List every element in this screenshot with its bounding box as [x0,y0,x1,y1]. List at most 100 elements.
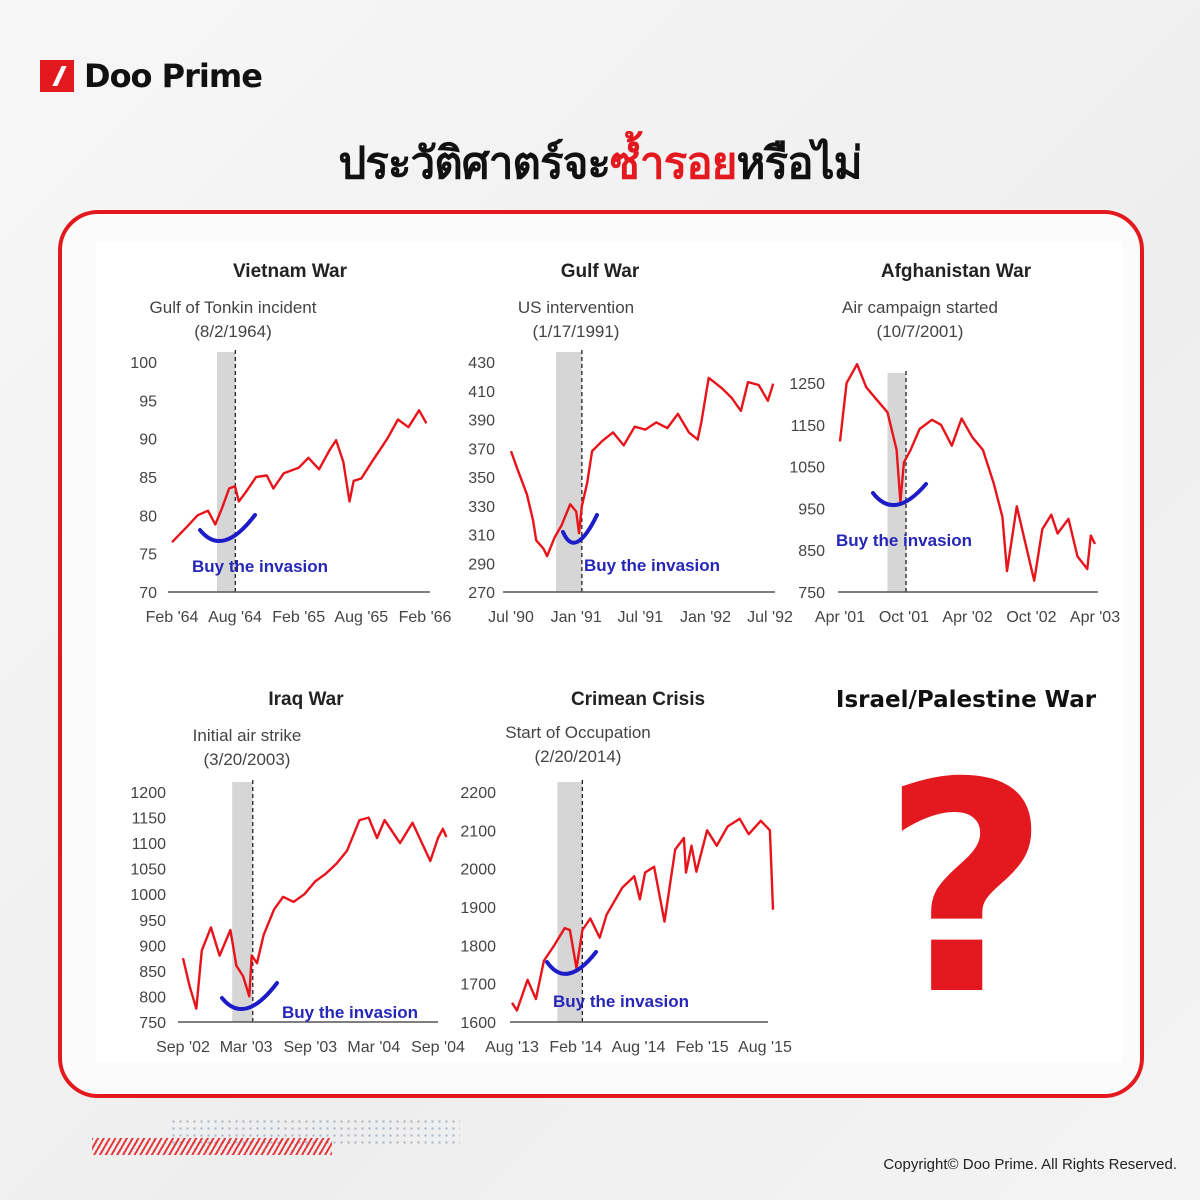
x-tick-label: Feb '14 [549,1039,602,1056]
page-title: ประวัติศาตร์จะซ้ำรอยหรือไม่ [0,128,1200,198]
y-tick-label: 85 [139,470,157,487]
x-tick-label: Aug '14 [612,1039,666,1056]
y-tick-label: 75 [139,547,157,564]
chart-title: Gulf War [561,261,640,282]
y-tick-label: 1150 [791,418,826,435]
y-tick-label: 2000 [460,862,496,879]
y-tick-label: 1100 [132,836,167,853]
chart-4: Crimean Crisis Start of Occupation (2/20/2… [460,689,792,1056]
x-tick-label: Apr '01 [815,609,865,626]
x-tick-label: Feb '65 [272,609,325,626]
x-tick-label: Aug '13 [485,1039,539,1056]
event-label: Gulf of Tonkin incident [150,298,317,317]
x-tick-label: Mar '03 [220,1039,273,1056]
buy-dip-arc-icon [561,513,599,545]
x-tick-label: Feb '64 [146,609,199,626]
y-tick-label: 2200 [460,785,496,802]
y-tick-label: 370 [468,441,495,458]
event-band [216,352,236,592]
y-tick-label: 850 [798,543,825,560]
x-tick-label: Jul '92 [747,609,793,626]
x-tick-label: Oct '01 [879,609,929,626]
buy-the-invasion-label: Buy the invasion [192,557,328,576]
placeholder-title: Israel/Palestine War [836,687,1097,713]
y-tick-label: 850 [139,964,166,981]
x-tick-label: Sep '02 [156,1039,210,1056]
x-tick-label: Sep '04 [411,1039,465,1056]
question-mark-icon: ? [882,722,1050,1059]
chart-1: Gulf War US intervention (1/17/1991) 430 410… [468,261,793,626]
chart-3: Iraq War Initial air strike (3/20/2003) 120… [130,689,465,1056]
y-tick-label: 1900 [460,900,496,917]
x-tick-label: Oct '02 [1006,609,1056,626]
y-tick-label: 410 [468,384,495,401]
event-date-label: (1/17/1991) [533,322,620,341]
x-tick-label: Apr '02 [942,609,992,626]
buy-the-invasion-label: Buy the invasion [282,1003,418,1022]
event-band [555,352,582,592]
buy-dip-arc-icon [220,981,279,1011]
y-tick-label: 1200 [130,785,166,802]
y-tick-label: 800 [139,989,166,1006]
x-tick-label: Mar '04 [347,1039,400,1056]
buy-the-invasion-label: Buy the invasion [553,992,689,1011]
y-tick-label: 900 [139,938,166,955]
event-date-label: (8/2/1964) [194,322,272,341]
event-label: Initial air strike [193,726,302,745]
event-date-label: (3/20/2003) [204,750,291,769]
y-tick-label: 100 [130,355,157,372]
y-tick-label: 1700 [460,977,496,994]
chart-2: Afghanistan War Air campaign started (10/7… [789,261,1120,626]
y-tick-label: 1050 [130,862,166,879]
y-tick-label: 270 [468,585,495,602]
title-part-1: ประวัติศาตร์จะ [338,138,611,189]
series-line [171,409,428,544]
y-tick-label: 330 [468,499,495,516]
y-tick-label: 80 [139,508,157,525]
event-band [232,782,253,1022]
title-part-2: หรือไม่ [736,138,862,189]
y-tick-label: 310 [468,528,495,545]
chart-title: Iraq War [268,689,344,710]
y-tick-label: 950 [139,913,166,930]
copyright-text: Copyright© Doo Prime. All Rights Reserve… [883,1156,1177,1173]
x-tick-label: Jan '92 [680,609,731,626]
y-tick-label: 90 [139,432,157,449]
y-tick-label: 1250 [789,376,825,393]
y-tick-label: 750 [139,1015,166,1032]
x-tick-label: Feb '15 [676,1039,729,1056]
series-line [510,817,775,1012]
y-tick-label: 390 [468,413,495,430]
y-tick-label: 290 [468,556,495,573]
x-tick-label: Aug '15 [738,1039,792,1056]
x-tick-label: Jul '90 [488,609,534,626]
series-line [838,363,1097,582]
doo-prime-logo-icon [40,60,74,92]
y-tick-label: 2100 [460,823,496,840]
y-tick-label: 1800 [460,938,496,955]
y-tick-label: 1000 [130,887,166,904]
y-tick-label: 950 [798,501,825,518]
event-band [557,782,583,1022]
y-tick-label: 1150 [132,811,167,828]
chart-title: Crimean Crisis [571,689,705,710]
y-tick-label: 1050 [789,460,825,477]
event-date-label: (10/7/2001) [877,322,964,341]
chart-title: Vietnam War [233,261,348,282]
title-highlight: ซ้ำรอย [610,138,737,189]
x-tick-label: Feb '66 [399,609,452,626]
y-tick-label: 750 [798,585,825,602]
event-date-label: (2/20/2014) [535,747,622,766]
buy-dip-arc-icon [871,482,928,508]
brand-logo: Doo Prime [40,57,263,95]
event-label: Air campaign started [842,298,998,317]
event-label: Start of Occupation [505,723,651,742]
y-tick-label: 350 [468,470,495,487]
buy-dip-arc-icon [198,513,257,543]
y-tick-label: 430 [468,355,495,372]
x-tick-label: Jul '91 [617,609,663,626]
decorative-stripes [92,1138,332,1155]
x-tick-label: Sep '03 [283,1039,337,1056]
chart-title: Afghanistan War [881,261,1032,282]
